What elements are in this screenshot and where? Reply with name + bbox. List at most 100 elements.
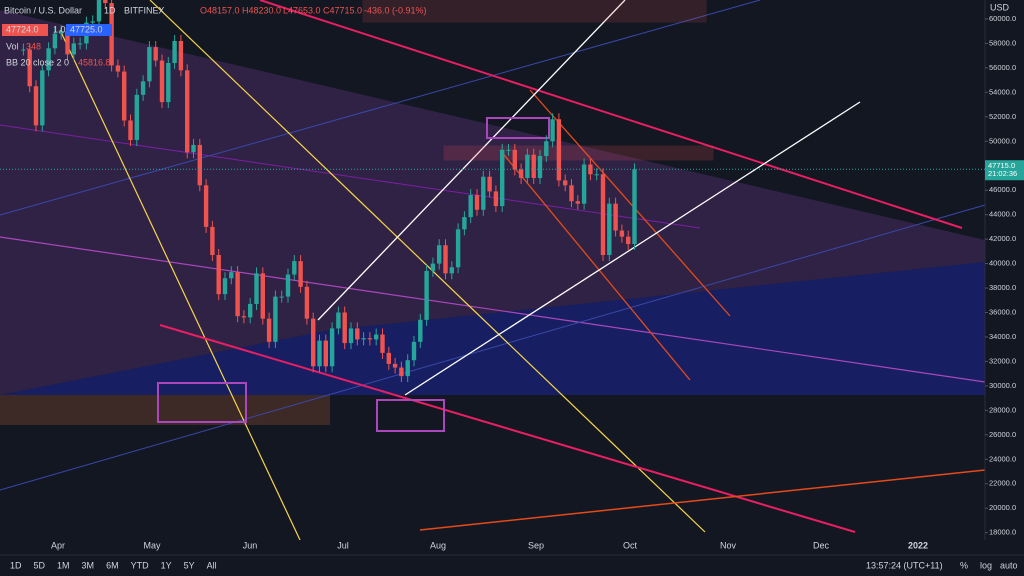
y-tick-label: 54000.0 [989,87,1016,96]
candle-body [46,48,51,71]
last-price: 47715.0 [988,161,1015,170]
candle-body [197,144,202,186]
candle-body [90,21,95,23]
candle-body [581,164,587,204]
interval: 1D [104,5,116,15]
y-tick-label: 40000.0 [989,259,1016,268]
candle-body [59,31,64,34]
indicator-name: Vol [6,41,19,51]
y-tick-label: 46000.0 [989,185,1016,194]
range-button[interactable]: 1Y [161,560,172,570]
candle-body [544,141,549,156]
candle-body [298,261,303,287]
candle-body [27,49,32,87]
y-tick-label: 18000.0 [989,528,1016,537]
sell-button[interactable] [2,24,48,36]
candle-body [304,286,310,319]
candle-body [487,176,492,192]
candle-body [556,119,562,181]
y-tick-label: 42000.0 [989,234,1016,243]
scale-option[interactable]: auto [1000,560,1018,570]
buy-price[interactable]: 47725.0 [70,24,103,34]
currency[interactable]: USD [990,2,1010,12]
candle-body [405,360,410,377]
candle-body [329,328,335,367]
clock: 13:57:24 (UTC+11) [866,560,943,570]
price-axis [985,0,1024,540]
indicator-name: BB 20 close 2 0 [6,57,69,67]
candle-body [518,169,524,178]
candle-body [178,40,184,71]
candle-body [525,154,530,178]
x-tick-label: Nov [720,540,737,550]
candle-body [449,267,454,274]
y-tick-label: 44000.0 [989,210,1016,219]
quantity: 1.0 [53,24,66,34]
y-tick-label: 24000.0 [989,454,1016,463]
range-button[interactable]: 1D [10,560,22,570]
y-tick-label: 50000.0 [989,136,1016,145]
range-button[interactable]: 3M [82,560,95,570]
candle-body [468,195,473,218]
candle-body [399,367,404,377]
candle-body [386,352,391,364]
candle-body [455,229,461,268]
candle-body [235,272,240,317]
x-tick-label: Apr [51,540,65,550]
candle-body [103,0,108,4]
x-tick-label: May [143,540,161,550]
range-button[interactable]: All [207,560,217,570]
candle-body [619,230,625,237]
range-button[interactable]: 5D [34,560,46,570]
header: Bitcoin / U.S. Dollar 1D BITFINEX O48157… [2,5,427,67]
candle-body [380,334,385,353]
candle-body [21,49,26,51]
candle-body [575,201,580,204]
y-tick-label: 26000.0 [989,430,1016,439]
candle-body [115,65,121,72]
time-axis [0,540,1024,576]
range-button[interactable]: YTD [131,560,150,570]
indicator-value: 45816.8 [78,57,111,67]
last-price-box [985,160,1024,181]
candle-body [342,312,347,344]
candle-body [33,86,39,126]
range-button[interactable]: 1M [57,560,70,570]
candle-body [311,318,316,367]
scale-option[interactable]: % [960,560,968,570]
candle-body [600,174,606,256]
candle-body [71,43,76,55]
candle-body [191,144,196,153]
sell-price[interactable]: 47724.0 [6,24,39,34]
candle-body [241,316,247,318]
candle-body [153,47,158,61]
candle-body [266,318,272,342]
candle-body [569,185,574,202]
symbol-title: Bitcoin / U.S. Dollar [4,5,82,15]
y-tick-label: 38000.0 [989,283,1016,292]
x-tick-label: Jul [337,540,349,550]
candle-body [348,328,354,344]
candle-body [147,47,152,82]
candle-body [531,154,536,178]
candle-body [260,273,265,319]
candle-body [159,60,165,103]
y-tick-label: 56000.0 [989,63,1016,72]
candle-body [140,81,146,95]
range-button[interactable]: 6M [106,560,119,570]
candle-body [172,40,177,63]
low: L47653.0 [283,5,321,15]
range-button[interactable]: 5Y [184,560,195,570]
scale-option[interactable]: log [980,560,992,570]
close: C47715.0 [323,5,362,15]
candle-body [285,274,291,297]
candle-body [632,169,637,245]
candle-body [336,312,341,329]
candle-body [323,340,328,367]
x-tick-label: Aug [430,540,446,550]
y-tick-label: 36000.0 [989,307,1016,316]
buy-button[interactable] [66,24,112,36]
countdown: 21:02:36 [988,169,1017,178]
